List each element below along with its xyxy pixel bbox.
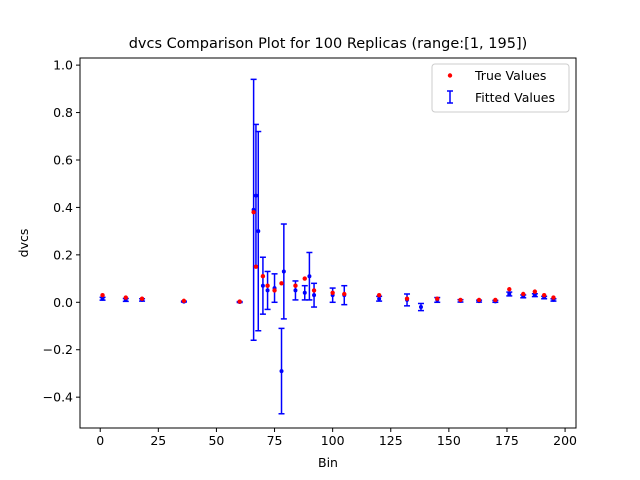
y-tick-label: 0.6 [53, 152, 73, 167]
true-point [330, 290, 335, 296]
true-point [476, 297, 482, 303]
fitted-marker [532, 293, 537, 298]
fitted-point [329, 287, 336, 304]
chart-title: dvcs Comparison Plot for 100 Replicas (r… [129, 36, 528, 52]
x-tick-label: 125 [379, 433, 403, 448]
fitted-marker [256, 229, 261, 234]
fitted-marker [418, 305, 423, 310]
true-point [541, 292, 547, 298]
fitted-marker [253, 193, 258, 198]
fitted-marker [281, 269, 286, 274]
fitted-point [306, 251, 313, 301]
y-tick-label: −0.2 [43, 342, 73, 357]
true-point [181, 298, 187, 304]
true-point [435, 296, 440, 301]
fitted-marker [377, 296, 382, 301]
true-point [342, 291, 347, 297]
y-tick-label: 0.8 [53, 105, 73, 120]
true-point [237, 299, 242, 304]
fitted-point [259, 256, 266, 315]
fitted-point [311, 282, 318, 308]
fitted-point [417, 302, 424, 312]
x-tick-label: 50 [208, 433, 224, 448]
x-tick-label: 175 [495, 433, 519, 448]
x-axis-ticks: 0 25 50 75 100 125 150 175 200 [96, 428, 577, 448]
true-point [302, 276, 307, 281]
legend-box [431, 63, 570, 113]
legend-fitted-label: Fitted Values [475, 90, 555, 105]
true-point [123, 295, 128, 300]
fitted-marker [260, 283, 265, 288]
fitted-marker [302, 290, 307, 295]
x-tick-label: 100 [321, 433, 345, 448]
true-point [493, 297, 498, 303]
true-point [293, 283, 298, 288]
y-axis-ticks: −0.4 −0.2 0.0 0.2 0.4 0.6 0.8 1.0 [43, 58, 80, 405]
true-point [551, 295, 556, 300]
legend-fitted-marker [447, 90, 453, 104]
plot-area [80, 58, 576, 428]
fitted-point [280, 223, 287, 320]
fitted-point [506, 291, 513, 297]
fitted-marker [265, 288, 270, 293]
true-point [311, 288, 317, 293]
fitted-marker [293, 288, 298, 293]
y-tick-label: 0.4 [53, 200, 73, 215]
true-point [272, 288, 277, 293]
data-marks [99, 78, 557, 415]
axes-background [80, 58, 576, 428]
x-axis-label: Bin [318, 455, 338, 470]
true-point [521, 291, 526, 297]
true-point [404, 296, 410, 301]
true-point [100, 292, 105, 298]
y-axis-label: dvcs [16, 229, 31, 258]
legend: True Values Fitted Values [431, 63, 570, 113]
x-tick-label: 0 [96, 433, 104, 448]
y-tick-label: 0.2 [53, 247, 73, 262]
fitted-point [255, 130, 262, 332]
true-point [260, 274, 266, 279]
y-tick-label: 1.0 [53, 58, 73, 73]
true-point [458, 297, 463, 303]
x-tick-label: 25 [150, 433, 166, 448]
fitted-point [264, 270, 271, 311]
true-point [279, 281, 284, 286]
true-point [139, 296, 145, 301]
fitted-marker [279, 369, 284, 374]
x-tick-label: 200 [553, 433, 577, 448]
true-point [532, 289, 538, 294]
true-values-series [100, 209, 556, 304]
true-point [251, 209, 256, 215]
true-point [265, 283, 270, 288]
y-tick-label: −0.4 [43, 390, 73, 405]
legend-true-label: True Values [474, 68, 546, 83]
axes-frame [79, 57, 577, 429]
fitted-point [278, 327, 285, 415]
true-point [376, 292, 382, 298]
legend-true-marker [447, 73, 453, 78]
fitted-marker [307, 274, 312, 279]
y-tick-label: 0.0 [53, 295, 73, 310]
x-tick-label: 75 [267, 433, 283, 448]
fitted-marker [100, 296, 105, 301]
fitted-marker [507, 291, 512, 296]
true-point [253, 264, 259, 269]
x-tick-label: 150 [437, 433, 461, 448]
fitted-marker [312, 293, 317, 298]
fitted-point [531, 293, 538, 298]
true-point [507, 287, 512, 292]
